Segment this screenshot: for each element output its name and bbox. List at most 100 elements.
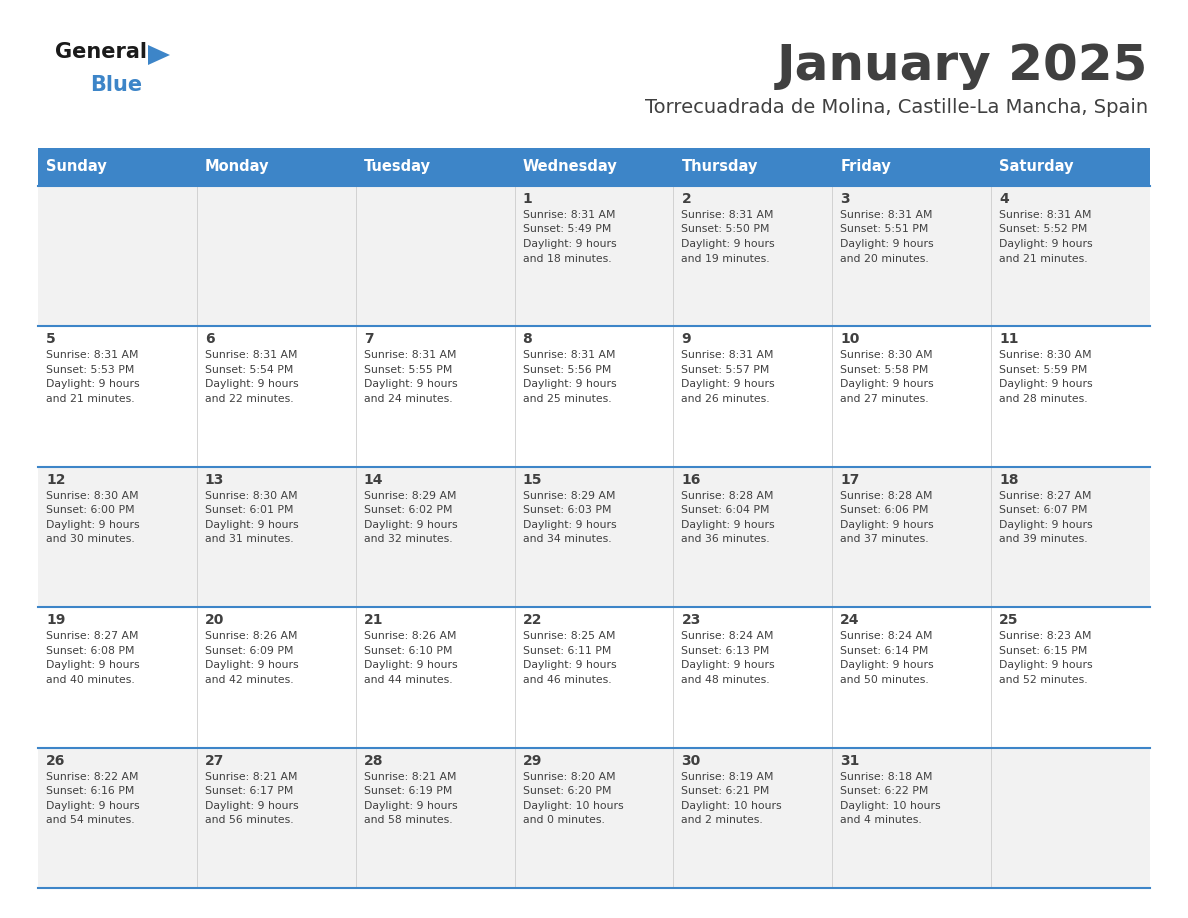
Text: 21: 21 [364, 613, 384, 627]
Bar [833, 148, 991, 186]
Text: 22: 22 [523, 613, 542, 627]
Text: Sunrise: 8:28 AM: Sunrise: 8:28 AM [682, 491, 773, 501]
Text: Sunset: 5:51 PM: Sunset: 5:51 PM [840, 225, 929, 234]
Text: Daylight: 9 hours: Daylight: 9 hours [840, 379, 934, 389]
Text: Sunset: 6:02 PM: Sunset: 6:02 PM [364, 505, 453, 515]
Bar [38, 327, 1150, 466]
Text: Daylight: 9 hours: Daylight: 9 hours [840, 660, 934, 670]
Text: Sunrise: 8:30 AM: Sunrise: 8:30 AM [999, 351, 1092, 361]
Text: and 18 minutes.: and 18 minutes. [523, 253, 611, 263]
Text: Sunset: 6:22 PM: Sunset: 6:22 PM [840, 786, 929, 796]
Text: Sunset: 5:58 PM: Sunset: 5:58 PM [840, 364, 929, 375]
Text: Sunset: 5:54 PM: Sunset: 5:54 PM [204, 364, 293, 375]
Text: 24: 24 [840, 613, 860, 627]
Polygon shape [148, 45, 170, 65]
Text: Sunset: 6:08 PM: Sunset: 6:08 PM [46, 645, 134, 655]
Text: Sunset: 6:13 PM: Sunset: 6:13 PM [682, 645, 770, 655]
Text: Sunset: 6:14 PM: Sunset: 6:14 PM [840, 645, 929, 655]
Text: Sunrise: 8:31 AM: Sunrise: 8:31 AM [523, 351, 615, 361]
Text: Sunset: 6:03 PM: Sunset: 6:03 PM [523, 505, 611, 515]
Text: January 2025: January 2025 [777, 42, 1148, 90]
Text: Blue: Blue [90, 75, 143, 95]
Text: 23: 23 [682, 613, 701, 627]
Text: 13: 13 [204, 473, 225, 487]
Text: 16: 16 [682, 473, 701, 487]
Text: Daylight: 9 hours: Daylight: 9 hours [523, 239, 617, 249]
Text: Sunset: 6:20 PM: Sunset: 6:20 PM [523, 786, 611, 796]
Text: Daylight: 9 hours: Daylight: 9 hours [364, 660, 457, 670]
Text: Sunrise: 8:21 AM: Sunrise: 8:21 AM [204, 772, 297, 781]
Text: and 2 minutes.: and 2 minutes. [682, 815, 763, 825]
Text: Sunset: 6:01 PM: Sunset: 6:01 PM [204, 505, 293, 515]
Text: 26: 26 [46, 754, 65, 767]
Text: Daylight: 9 hours: Daylight: 9 hours [840, 520, 934, 530]
Text: Sunrise: 8:31 AM: Sunrise: 8:31 AM [682, 351, 773, 361]
Text: Sunrise: 8:21 AM: Sunrise: 8:21 AM [364, 772, 456, 781]
Text: 7: 7 [364, 332, 373, 346]
Text: Daylight: 9 hours: Daylight: 9 hours [523, 660, 617, 670]
Bar [514, 148, 674, 186]
Text: Sunrise: 8:30 AM: Sunrise: 8:30 AM [204, 491, 297, 501]
Text: Monday: Monday [204, 160, 270, 174]
Text: 1: 1 [523, 192, 532, 206]
Text: and 0 minutes.: and 0 minutes. [523, 815, 605, 825]
Text: Sunset: 5:49 PM: Sunset: 5:49 PM [523, 225, 611, 234]
Text: and 21 minutes.: and 21 minutes. [46, 394, 134, 404]
Text: and 22 minutes.: and 22 minutes. [204, 394, 293, 404]
Text: Sunrise: 8:27 AM: Sunrise: 8:27 AM [999, 491, 1092, 501]
Text: Daylight: 9 hours: Daylight: 9 hours [523, 520, 617, 530]
Text: Daylight: 10 hours: Daylight: 10 hours [523, 800, 624, 811]
Text: Sunrise: 8:31 AM: Sunrise: 8:31 AM [204, 351, 297, 361]
Text: Sunrise: 8:31 AM: Sunrise: 8:31 AM [840, 210, 933, 220]
Text: Sunrise: 8:22 AM: Sunrise: 8:22 AM [46, 772, 139, 781]
Text: Sunset: 6:19 PM: Sunset: 6:19 PM [364, 786, 453, 796]
Text: and 48 minutes.: and 48 minutes. [682, 675, 770, 685]
Text: Daylight: 9 hours: Daylight: 9 hours [364, 379, 457, 389]
Text: Sunrise: 8:28 AM: Sunrise: 8:28 AM [840, 491, 933, 501]
Text: Sunset: 6:09 PM: Sunset: 6:09 PM [204, 645, 293, 655]
Text: Sunset: 6:06 PM: Sunset: 6:06 PM [840, 505, 929, 515]
Text: 29: 29 [523, 754, 542, 767]
Text: Daylight: 9 hours: Daylight: 9 hours [204, 800, 298, 811]
Text: and 27 minutes.: and 27 minutes. [840, 394, 929, 404]
Text: Sunset: 6:17 PM: Sunset: 6:17 PM [204, 786, 293, 796]
Text: and 31 minutes.: and 31 minutes. [204, 534, 293, 544]
Text: 6: 6 [204, 332, 215, 346]
Text: Saturday: Saturday [999, 160, 1074, 174]
Text: 20: 20 [204, 613, 225, 627]
Text: and 50 minutes.: and 50 minutes. [840, 675, 929, 685]
Text: Sunset: 5:57 PM: Sunset: 5:57 PM [682, 364, 770, 375]
Text: Sunrise: 8:19 AM: Sunrise: 8:19 AM [682, 772, 773, 781]
Text: Daylight: 9 hours: Daylight: 9 hours [682, 520, 775, 530]
Text: and 34 minutes.: and 34 minutes. [523, 534, 611, 544]
Text: Sunrise: 8:30 AM: Sunrise: 8:30 AM [840, 351, 933, 361]
Text: Daylight: 9 hours: Daylight: 9 hours [46, 520, 140, 530]
Text: and 28 minutes.: and 28 minutes. [999, 394, 1088, 404]
Text: and 26 minutes.: and 26 minutes. [682, 394, 770, 404]
Text: Sunset: 6:15 PM: Sunset: 6:15 PM [999, 645, 1087, 655]
Text: Sunrise: 8:23 AM: Sunrise: 8:23 AM [999, 632, 1092, 641]
Text: and 54 minutes.: and 54 minutes. [46, 815, 134, 825]
Text: Sunrise: 8:31 AM: Sunrise: 8:31 AM [682, 210, 773, 220]
Text: Sunrise: 8:20 AM: Sunrise: 8:20 AM [523, 772, 615, 781]
Text: Sunset: 6:11 PM: Sunset: 6:11 PM [523, 645, 611, 655]
Text: and 40 minutes.: and 40 minutes. [46, 675, 134, 685]
Text: General: General [55, 42, 147, 62]
Bar [38, 186, 1150, 327]
Text: 2: 2 [682, 192, 691, 206]
Text: Daylight: 9 hours: Daylight: 9 hours [204, 520, 298, 530]
Text: 11: 11 [999, 332, 1018, 346]
Text: and 37 minutes.: and 37 minutes. [840, 534, 929, 544]
Text: and 19 minutes.: and 19 minutes. [682, 253, 770, 263]
Text: Daylight: 10 hours: Daylight: 10 hours [840, 800, 941, 811]
Text: and 25 minutes.: and 25 minutes. [523, 394, 611, 404]
Text: Daylight: 9 hours: Daylight: 9 hours [364, 800, 457, 811]
Text: Sunrise: 8:29 AM: Sunrise: 8:29 AM [523, 491, 615, 501]
Text: Daylight: 9 hours: Daylight: 9 hours [364, 520, 457, 530]
Text: Daylight: 9 hours: Daylight: 9 hours [204, 379, 298, 389]
Text: Sunset: 6:07 PM: Sunset: 6:07 PM [999, 505, 1088, 515]
Text: and 44 minutes.: and 44 minutes. [364, 675, 453, 685]
Text: Sunrise: 8:31 AM: Sunrise: 8:31 AM [364, 351, 456, 361]
Bar [38, 607, 1150, 747]
Text: 18: 18 [999, 473, 1018, 487]
